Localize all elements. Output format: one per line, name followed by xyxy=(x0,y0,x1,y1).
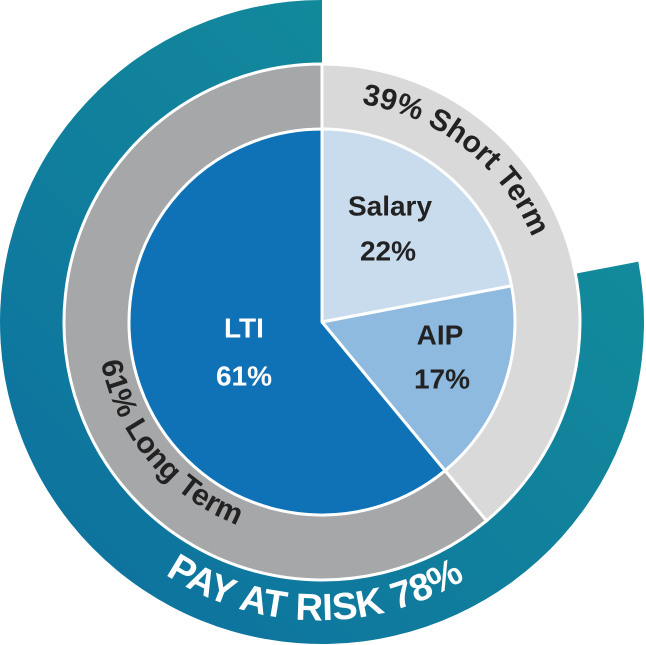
pay-mix-pie-group xyxy=(127,127,517,517)
aip-value-label: 17% xyxy=(414,363,470,394)
salary-value-label: 22% xyxy=(360,235,416,266)
salary-slice xyxy=(320,127,514,324)
salary-label: Salary xyxy=(348,190,432,221)
lti-label: LTI xyxy=(224,312,264,343)
lti-slice xyxy=(127,127,448,517)
aip-label: AIP xyxy=(417,319,464,350)
aip-slice xyxy=(319,284,517,473)
lti-value-label: 61% xyxy=(216,360,272,391)
